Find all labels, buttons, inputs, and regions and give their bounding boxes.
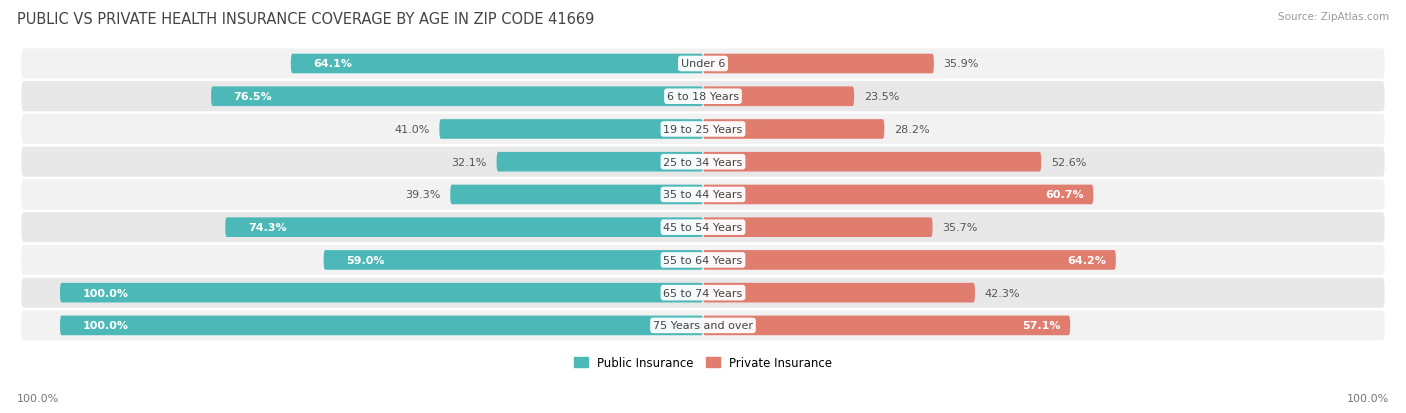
Text: 75 Years and over: 75 Years and over xyxy=(652,320,754,330)
FancyBboxPatch shape xyxy=(703,152,1042,172)
Text: 42.3%: 42.3% xyxy=(984,288,1021,298)
FancyBboxPatch shape xyxy=(450,185,703,205)
FancyBboxPatch shape xyxy=(323,251,703,270)
Text: Under 6: Under 6 xyxy=(681,59,725,69)
FancyBboxPatch shape xyxy=(703,87,853,107)
FancyBboxPatch shape xyxy=(703,251,1116,270)
Text: 19 to 25 Years: 19 to 25 Years xyxy=(664,125,742,135)
Text: 35.7%: 35.7% xyxy=(942,223,977,233)
Text: 64.2%: 64.2% xyxy=(1067,255,1107,265)
FancyBboxPatch shape xyxy=(703,283,974,303)
Text: 100.0%: 100.0% xyxy=(83,288,128,298)
FancyBboxPatch shape xyxy=(21,49,1385,79)
FancyBboxPatch shape xyxy=(21,115,1385,145)
FancyBboxPatch shape xyxy=(21,245,1385,275)
Text: 65 to 74 Years: 65 to 74 Years xyxy=(664,288,742,298)
Text: 74.3%: 74.3% xyxy=(247,223,287,233)
Text: 59.0%: 59.0% xyxy=(346,255,385,265)
Text: 35.9%: 35.9% xyxy=(943,59,979,69)
Text: 57.1%: 57.1% xyxy=(1022,320,1060,330)
FancyBboxPatch shape xyxy=(439,120,703,140)
Text: 76.5%: 76.5% xyxy=(233,92,273,102)
FancyBboxPatch shape xyxy=(21,311,1385,341)
Text: 39.3%: 39.3% xyxy=(405,190,440,200)
FancyBboxPatch shape xyxy=(21,147,1385,177)
Text: 6 to 18 Years: 6 to 18 Years xyxy=(666,92,740,102)
FancyBboxPatch shape xyxy=(60,283,703,303)
Text: 23.5%: 23.5% xyxy=(863,92,898,102)
FancyBboxPatch shape xyxy=(21,213,1385,243)
FancyBboxPatch shape xyxy=(211,87,703,107)
Text: 64.1%: 64.1% xyxy=(314,59,353,69)
Text: 35 to 44 Years: 35 to 44 Years xyxy=(664,190,742,200)
Text: 45 to 54 Years: 45 to 54 Years xyxy=(664,223,742,233)
FancyBboxPatch shape xyxy=(703,316,1070,335)
Text: 55 to 64 Years: 55 to 64 Years xyxy=(664,255,742,265)
Text: Source: ZipAtlas.com: Source: ZipAtlas.com xyxy=(1278,12,1389,22)
FancyBboxPatch shape xyxy=(60,316,703,335)
FancyBboxPatch shape xyxy=(703,185,1094,205)
Text: 100.0%: 100.0% xyxy=(17,393,59,403)
Text: PUBLIC VS PRIVATE HEALTH INSURANCE COVERAGE BY AGE IN ZIP CODE 41669: PUBLIC VS PRIVATE HEALTH INSURANCE COVER… xyxy=(17,12,595,27)
FancyBboxPatch shape xyxy=(225,218,703,237)
Text: 100.0%: 100.0% xyxy=(1347,393,1389,403)
FancyBboxPatch shape xyxy=(21,180,1385,210)
FancyBboxPatch shape xyxy=(21,82,1385,112)
Text: 100.0%: 100.0% xyxy=(83,320,128,330)
FancyBboxPatch shape xyxy=(703,55,934,74)
FancyBboxPatch shape xyxy=(703,120,884,140)
Text: 32.1%: 32.1% xyxy=(451,157,486,167)
FancyBboxPatch shape xyxy=(21,278,1385,308)
Text: 41.0%: 41.0% xyxy=(394,125,430,135)
FancyBboxPatch shape xyxy=(496,152,703,172)
FancyBboxPatch shape xyxy=(703,218,932,237)
Text: 28.2%: 28.2% xyxy=(894,125,929,135)
Text: 25 to 34 Years: 25 to 34 Years xyxy=(664,157,742,167)
Text: 52.6%: 52.6% xyxy=(1050,157,1087,167)
Legend: Public Insurance, Private Insurance: Public Insurance, Private Insurance xyxy=(569,352,837,374)
Text: 60.7%: 60.7% xyxy=(1045,190,1084,200)
FancyBboxPatch shape xyxy=(291,55,703,74)
